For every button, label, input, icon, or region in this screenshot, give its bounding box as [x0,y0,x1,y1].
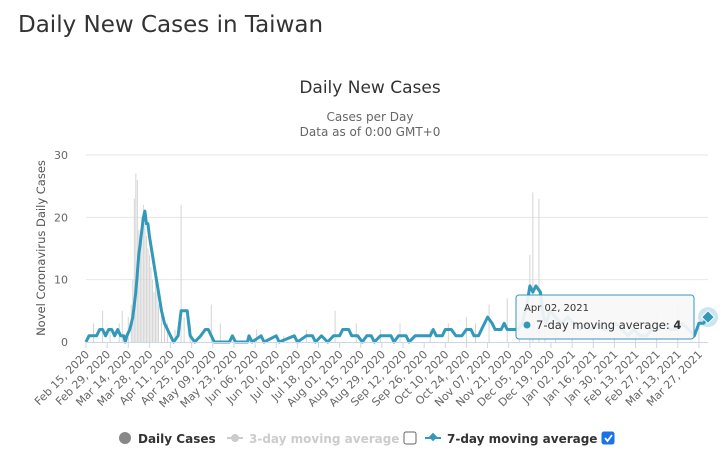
daily-cases-bar [102,310,104,342]
daily-cases-bar [164,317,166,342]
tooltip-value: 4 [673,318,681,332]
daily-cases-bar [121,310,123,342]
daily-cases-bar [180,204,182,342]
tooltip-box [515,294,695,340]
daily-cases-bar [488,304,490,342]
daily-cases-bar [150,267,152,342]
daily-cases-bar [147,248,149,342]
tooltip-series-dot [523,321,531,329]
check-icon [604,434,613,443]
chart-subtitle-line-2: Data as of 0:00 GMT+0 [300,125,441,139]
daily-cases-bar [219,323,221,342]
daily-cases-bar [174,329,176,342]
daily-cases-bar [698,323,700,342]
legend-label: 3-day moving average [249,432,399,446]
daily-cases-bar [139,242,141,342]
daily-cases-bar [145,236,147,342]
legend-item-daily-cases[interactable]: Daily Cases [119,432,216,446]
daily-cases-bar [334,310,336,342]
chart-title: Daily New Cases [299,78,441,98]
daily-cases-bar [141,217,143,342]
daily-cases-bar [447,323,449,342]
daily-cases-bar [151,279,153,342]
daily-cases-bar [256,329,258,342]
y-tick-label: 30 [54,149,68,162]
daily-cases-bar [157,304,159,342]
daily-cases-bar [506,298,508,342]
daily-cases-bar [142,204,144,342]
daily-cases-bar [148,254,150,342]
y-tick-label: 0 [61,336,68,349]
tooltip: Apr 02, 2021 7-day moving average: 4 [515,294,718,340]
chart-subtitle-line-1: Cases per Day [327,110,414,124]
daily-cases-bar [154,273,156,342]
y-tick-label: 10 [54,274,68,287]
daily-cases-bar [538,198,540,342]
daily-cases-bar [153,292,155,342]
page-title: Daily New Cases in Taiwan [18,12,324,38]
grid-lines [86,154,708,281]
daily-cases-bar [109,329,111,342]
daily-cases-bar [144,223,146,342]
tooltip-line: 7-day moving average: 4 [536,318,681,332]
hover-marker [700,309,716,325]
legend-diamond-icon [428,432,438,442]
y-tick-label: 20 [54,211,68,224]
legend-item-three-day-average[interactable]: 3-day moving average [227,432,399,446]
daily-cases-bar [156,285,158,342]
daily-cases-bar [138,229,140,342]
seven-day-average-checkbox[interactable] [601,431,615,445]
daily-cases-bar [355,323,357,342]
legend: Daily Cases 3-day moving average 7-day mov… [119,431,615,446]
daily-cases-bar [183,317,185,342]
three-day-average-checkbox[interactable] [403,431,417,445]
tooltip-series-label: 7-day moving average: [536,318,673,332]
legend-item-seven-day-average[interactable]: 7-day moving average [425,432,597,446]
tooltip-date: Apr 02, 2021 [524,303,589,314]
legend-circle-icon [231,434,239,442]
legend-circle-icon [119,432,131,444]
daily-cases-bar [160,310,162,342]
daily-cases-bar [210,304,212,342]
legend-label: Daily Cases [138,432,216,446]
daily-cases-bar [93,323,95,342]
daily-cases-bar [135,173,137,342]
daily-cases-bar [133,198,135,342]
daily-cases-bar [475,323,477,342]
y-axis-title: Novel Coronavirus Daily Cases [34,160,48,336]
daily-cases-bar [399,323,401,342]
y-axis-ticks: 0 10 20 30 [54,149,68,349]
daily-cases-bar [532,192,534,342]
legend-label: 7-day moving average [447,432,597,446]
